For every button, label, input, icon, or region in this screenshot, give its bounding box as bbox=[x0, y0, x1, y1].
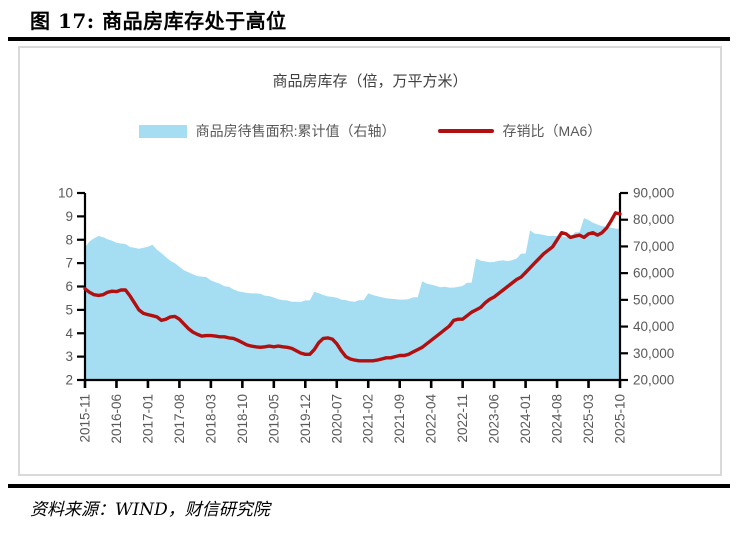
legend-line-label: 存销比（MA6） bbox=[502, 123, 602, 139]
x-tick-label: 2020-07 bbox=[329, 394, 344, 444]
x-tick-label: 2018-10 bbox=[235, 394, 250, 444]
x-tick-label: 2019-05 bbox=[266, 394, 281, 444]
inventory-area bbox=[85, 218, 620, 380]
chart-title: 商品房库存（倍，万平方米） bbox=[272, 73, 468, 90]
x-tick-label: 2024-01 bbox=[518, 394, 533, 444]
chart-card: 商品房库存（倍，万平方米） 商品房待售面积:累计值（右轴） 存销比（MA6） 2… bbox=[18, 46, 722, 476]
x-tick-label: 2017-08 bbox=[172, 394, 187, 444]
source-note: 资料来源：WIND，财信研究院 bbox=[30, 500, 270, 520]
right-tick-label: 20,000 bbox=[633, 373, 674, 388]
left-tick-label: 2 bbox=[65, 373, 73, 388]
x-tick-label: 2021-09 bbox=[392, 394, 407, 444]
right-tick-label: 40,000 bbox=[633, 319, 674, 334]
x-tick-label: 2025-10 bbox=[613, 394, 628, 444]
chart-legend: 商品房待售面积:累计值（右轴） 存销比（MA6） bbox=[20, 121, 720, 141]
right-tick-label: 50,000 bbox=[633, 292, 674, 307]
x-tick-label: 2023-06 bbox=[487, 394, 502, 444]
left-tick-label: 6 bbox=[65, 279, 73, 294]
x-tick-label: 2019-12 bbox=[298, 394, 313, 444]
left-tick-label: 3 bbox=[65, 349, 73, 364]
legend-item-line: 存销比（MA6） bbox=[437, 121, 602, 141]
left-tick-label: 9 bbox=[65, 209, 73, 224]
left-tick-label: 7 bbox=[65, 256, 73, 271]
x-tick-label: 2022-11 bbox=[455, 394, 470, 443]
line-swatch-icon bbox=[437, 129, 494, 133]
x-tick-label: 2016-06 bbox=[109, 394, 124, 444]
right-tick-label: 30,000 bbox=[633, 346, 674, 361]
right-tick-label: 60,000 bbox=[633, 266, 674, 281]
left-tick-label: 4 bbox=[65, 326, 73, 341]
x-tick-label: 2018-03 bbox=[203, 394, 218, 444]
legend-area-label: 商品房待售面积:累计值（右轴） bbox=[195, 123, 396, 139]
chart-plot: 2 3 4 5 6 7 8 9 10 20,000 30,000 40,000 50,000 60,000… bbox=[58, 186, 674, 444]
right-tick-label: 90,000 bbox=[633, 186, 674, 201]
x-tick-label: 2021-02 bbox=[361, 394, 376, 444]
left-tick-label: 10 bbox=[58, 186, 73, 201]
x-tick-label: 2015-11 bbox=[78, 394, 93, 443]
legend-item-area: 商品房待售面积:累计值（右轴） bbox=[138, 121, 396, 141]
area-swatch-icon bbox=[138, 124, 187, 138]
left-tick-label: 5 bbox=[65, 302, 73, 317]
x-tick-label: 2025-03 bbox=[581, 394, 596, 444]
ratio-line bbox=[83, 211, 622, 363]
right-tick-label: 70,000 bbox=[633, 239, 674, 254]
top-rule bbox=[8, 37, 730, 41]
x-tick-label: 2022-04 bbox=[424, 394, 439, 444]
x-tick-label: 2017-01 bbox=[140, 394, 155, 444]
left-tick-label: 8 bbox=[65, 232, 73, 247]
x-tick-label: 2024-08 bbox=[550, 394, 565, 444]
figure-caption: 图 17: 商品房库存处于高位 bbox=[30, 9, 287, 33]
bottom-rule bbox=[8, 484, 730, 488]
right-tick-label: 80,000 bbox=[633, 212, 674, 227]
